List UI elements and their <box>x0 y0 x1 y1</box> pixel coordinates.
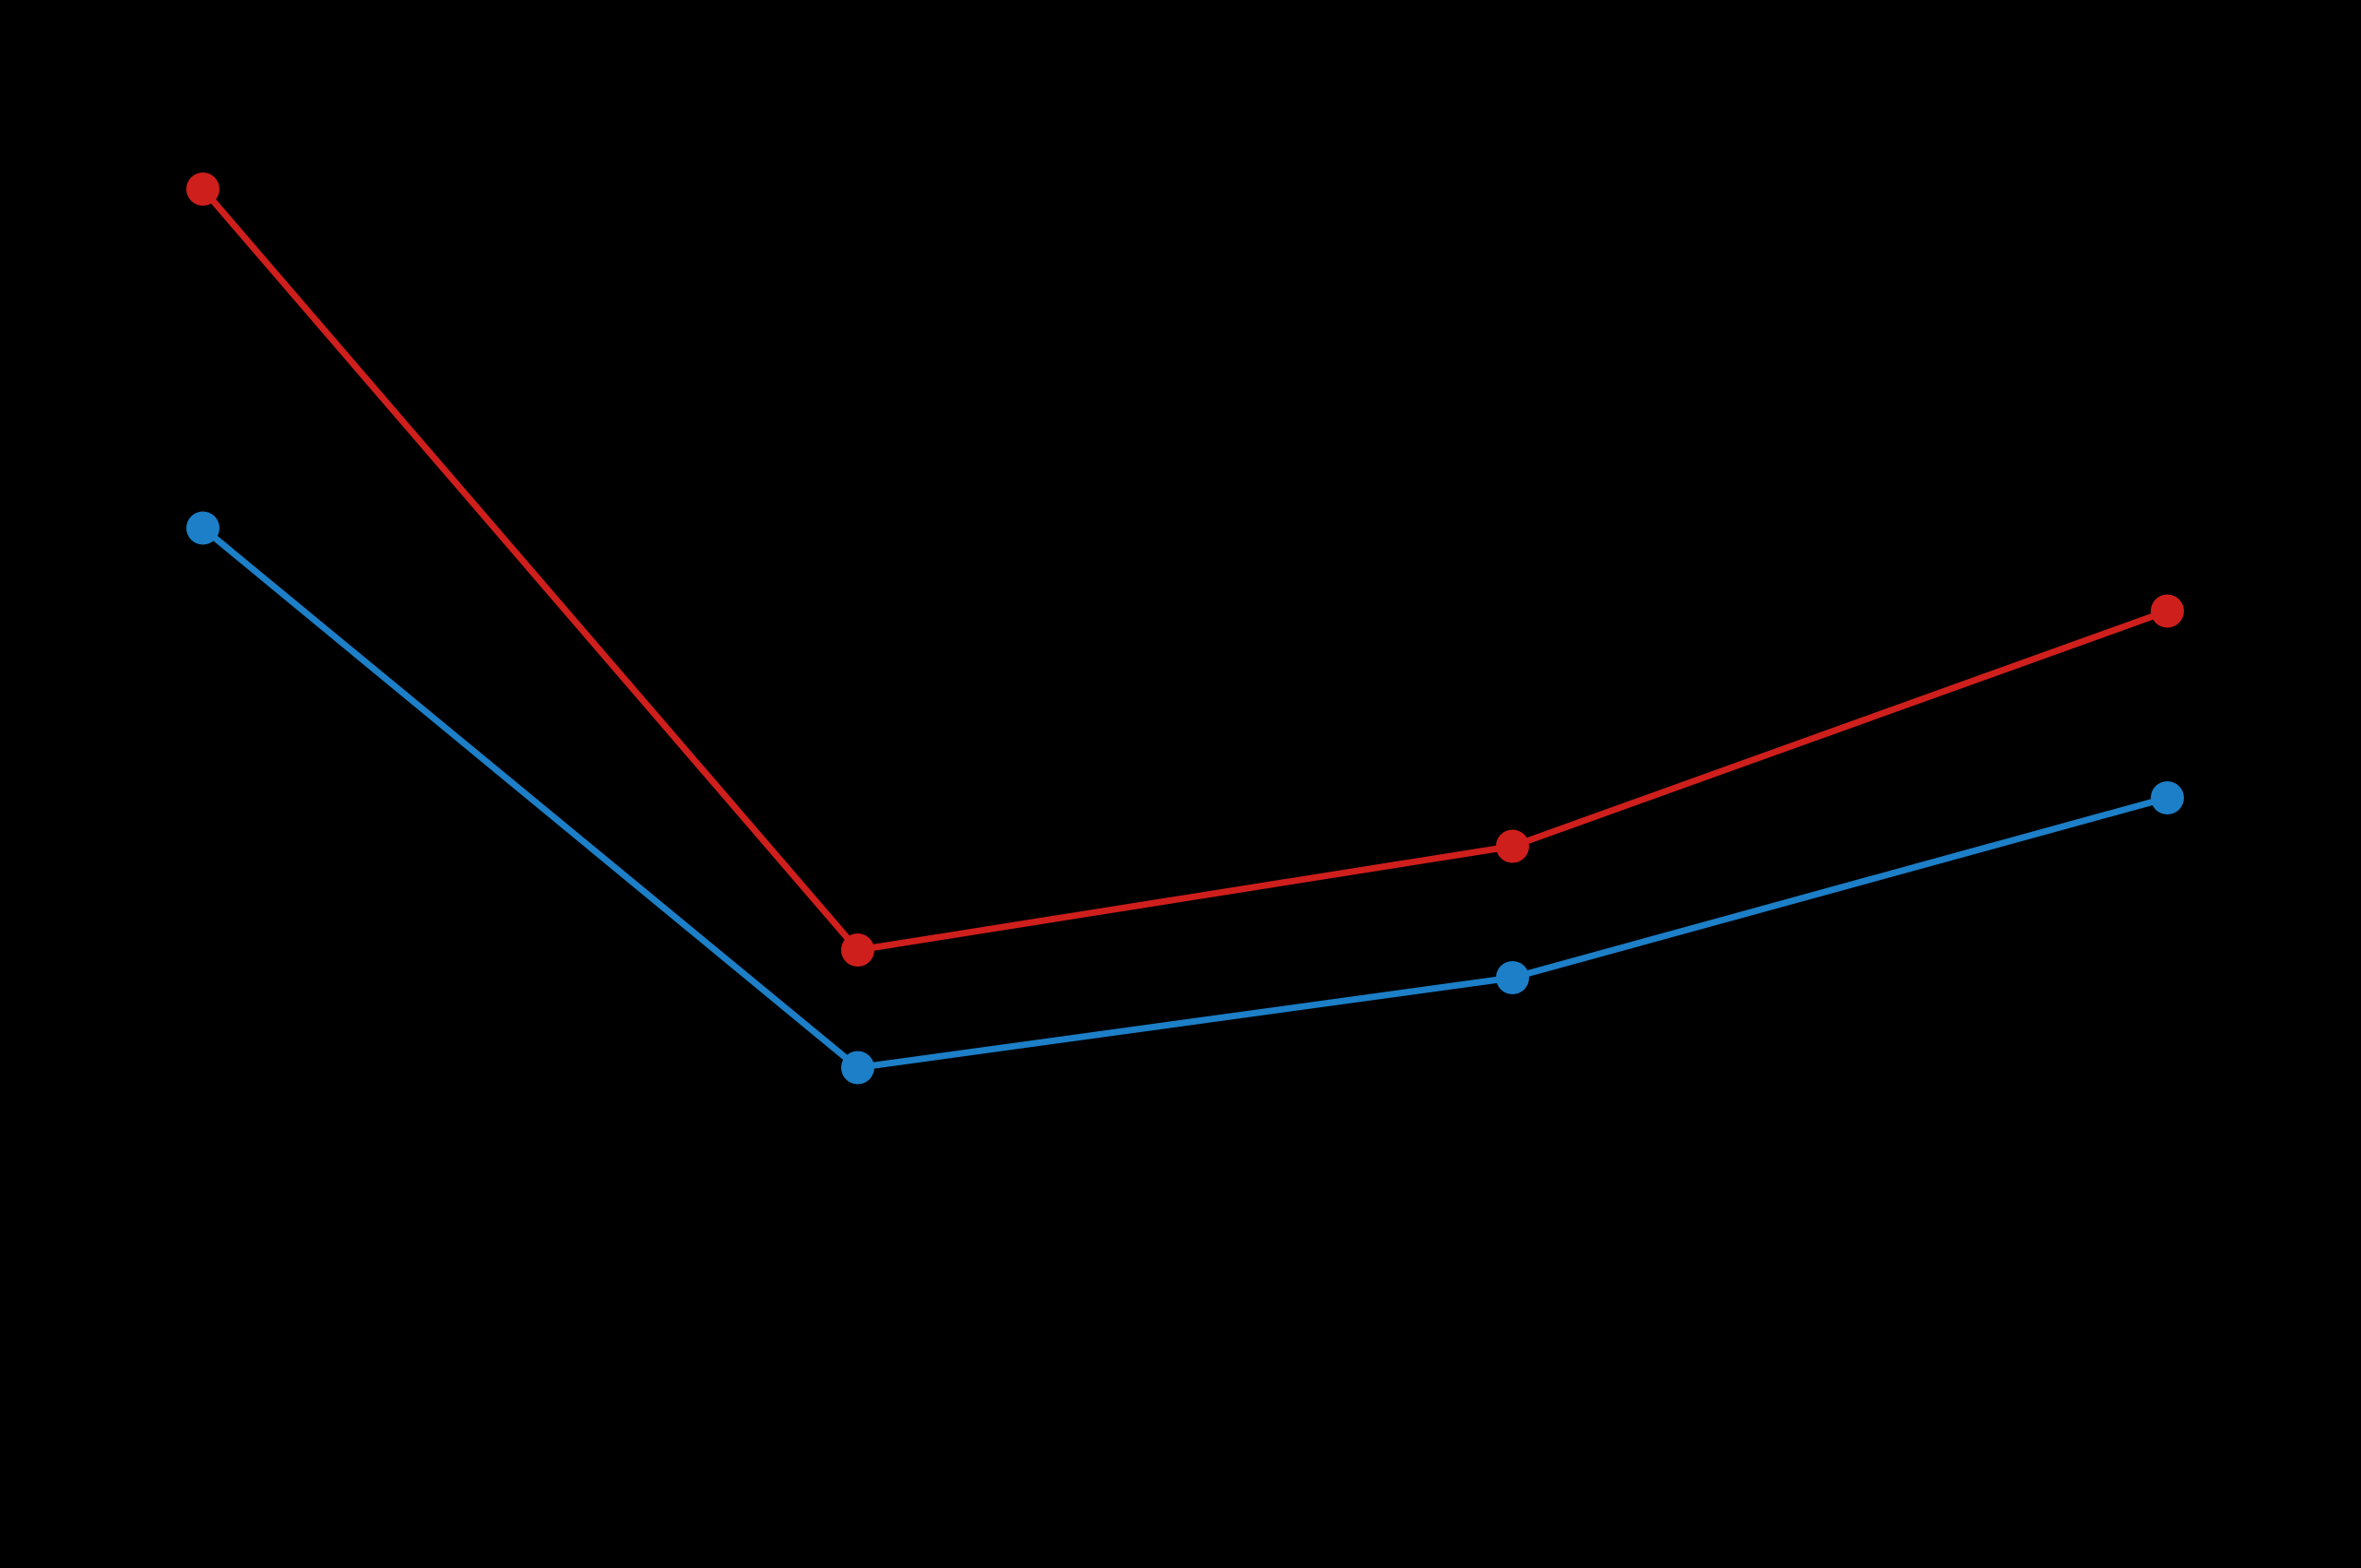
chart-background <box>0 0 2361 1568</box>
series-red-marker <box>1496 830 1529 863</box>
series-blue-marker <box>2151 781 2184 814</box>
series-blue-marker <box>186 512 219 545</box>
series-red-marker <box>2151 595 2184 628</box>
series-blue-marker <box>841 1051 874 1085</box>
line-chart <box>0 0 2361 1568</box>
series-blue-marker <box>1496 961 1529 994</box>
chart-container <box>0 0 2361 1568</box>
series-red-marker <box>186 172 219 206</box>
series-red-marker <box>841 933 874 967</box>
